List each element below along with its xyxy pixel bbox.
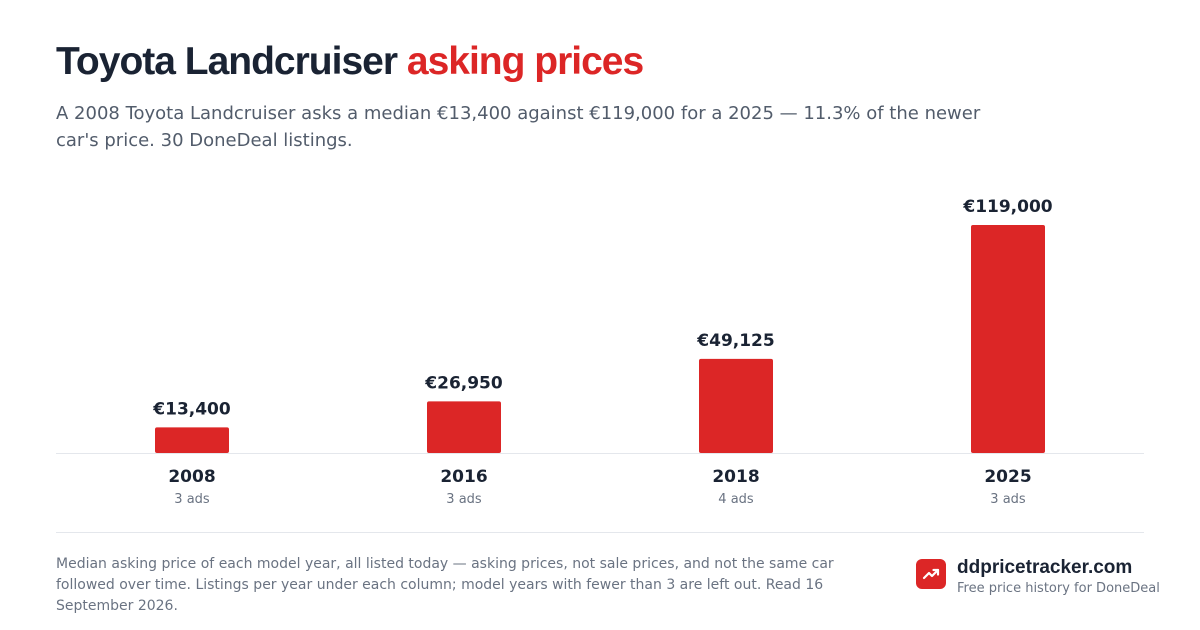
bar[interactable] — [155, 427, 229, 453]
bar-value-label: €13,400 — [152, 399, 231, 419]
bar-chart-svg: €13,400 2008 3 ads €26,950 2016 3 ads €49,125 2… — [56, 197, 1144, 507]
footnote: Median asking price of each model year, … — [56, 556, 834, 614]
chart-subtitle: A 2008 Toyota Landcruiser asks a median … — [56, 103, 981, 151]
bar-value-label: €119,000 — [962, 197, 1052, 217]
trending-up-icon — [916, 559, 946, 589]
x-tick-label: 2025 — [984, 467, 1031, 487]
x-tick-label: 2018 — [712, 467, 759, 487]
ad-count-label: 4 ads — [718, 492, 754, 507]
bar[interactable] — [427, 401, 501, 453]
brand-tagline: Free price history for DoneDeal — [957, 581, 1160, 596]
bar-value-label: €49,125 — [696, 331, 774, 351]
footer-divider — [56, 532, 1144, 533]
ad-count-label: 3 ads — [446, 492, 482, 507]
bar[interactable] — [699, 358, 773, 453]
bar-chart: €13,400 2008 3 ads €26,950 2016 3 ads €49,125 2… — [56, 180, 1144, 520]
x-tick-label: 2008 — [168, 467, 215, 487]
bar-value-label: €26,950 — [424, 373, 503, 393]
ad-count-label: 3 ads — [174, 492, 210, 507]
bar[interactable] — [971, 225, 1045, 453]
ad-count-label: 3 ads — [990, 492, 1026, 507]
title-main: Toyota Landcruiser — [56, 40, 398, 83]
x-tick-label: 2016 — [440, 467, 487, 487]
title-accent: asking prices — [406, 40, 644, 83]
chart-title: Toyota Landcruiser asking prices — [56, 40, 644, 84]
brand-name[interactable]: ddpricetracker.com — [957, 557, 1133, 578]
brand[interactable]: ddpricetracker.com Free price history fo… — [916, 557, 1160, 597]
